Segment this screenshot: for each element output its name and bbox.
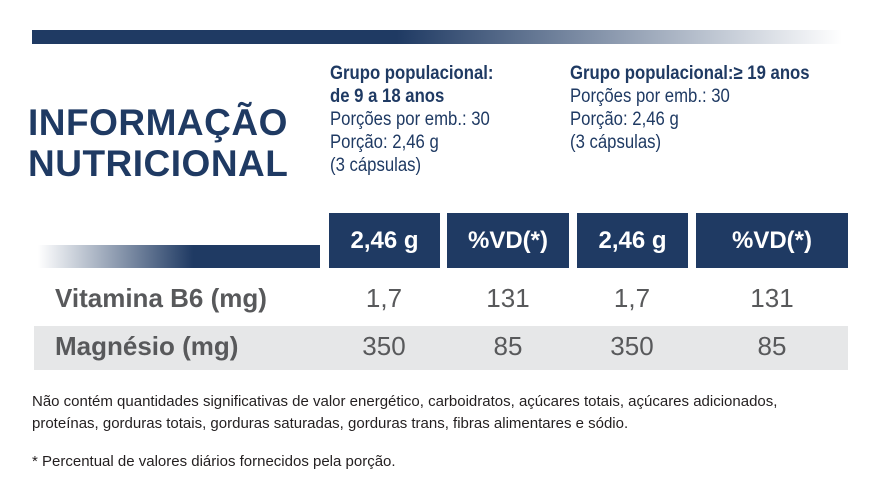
group-info: Grupo populacional:≥ 19 anos Porções por… bbox=[570, 62, 810, 154]
title-line: NUTRICIONAL bbox=[28, 143, 289, 184]
group-detail: (3 cápsulas) bbox=[330, 155, 422, 176]
footnote: * Percentual de valores diários fornecid… bbox=[32, 453, 396, 470]
header-cell: %VD(*) bbox=[447, 213, 569, 268]
row-label: Magnésio (mg) bbox=[55, 331, 239, 361]
header-cell: 2,46 g bbox=[329, 213, 440, 268]
group-info: Grupo populacional: de 9 a 18 anos Porçõ… bbox=[330, 62, 493, 177]
title-line: INFORMAÇÃO bbox=[28, 102, 288, 143]
cell-value: 350 bbox=[362, 331, 406, 361]
cell-value: 85 bbox=[493, 331, 523, 361]
group-detail: Porção: 2,46 g bbox=[570, 109, 679, 130]
footnote: Não contém quantidades significativas de… bbox=[32, 393, 778, 410]
group-heading: de 9 a 18 anos bbox=[330, 86, 445, 107]
group-detail: Porções por emb.: 30 bbox=[570, 86, 730, 107]
cell-value: 131 bbox=[750, 283, 794, 313]
cell-value: 85 bbox=[757, 331, 787, 361]
footnote: proteínas, gorduras totais, gorduras sat… bbox=[32, 415, 629, 432]
header-bar bbox=[38, 245, 320, 268]
group-detail: Porção: 2,46 g bbox=[330, 132, 439, 153]
cell-value: 1,7 bbox=[365, 283, 403, 313]
header-cell: %VD(*) bbox=[696, 213, 848, 268]
group-heading: Grupo populacional: bbox=[330, 63, 494, 84]
cell-value: 350 bbox=[610, 331, 654, 361]
group-heading: Grupo populacional:≥ 19 anos bbox=[570, 63, 810, 84]
row-label: Vitamina B6 (mg) bbox=[55, 283, 267, 313]
cell-value: 131 bbox=[486, 283, 530, 313]
cell-value: 1,7 bbox=[613, 283, 651, 313]
group-detail: Porções por emb.: 30 bbox=[330, 109, 490, 130]
group-detail: (3 cápsulas) bbox=[570, 132, 662, 153]
row-bg bbox=[34, 326, 848, 370]
top-bar bbox=[32, 30, 842, 44]
header-cell: 2,46 g bbox=[577, 213, 688, 268]
